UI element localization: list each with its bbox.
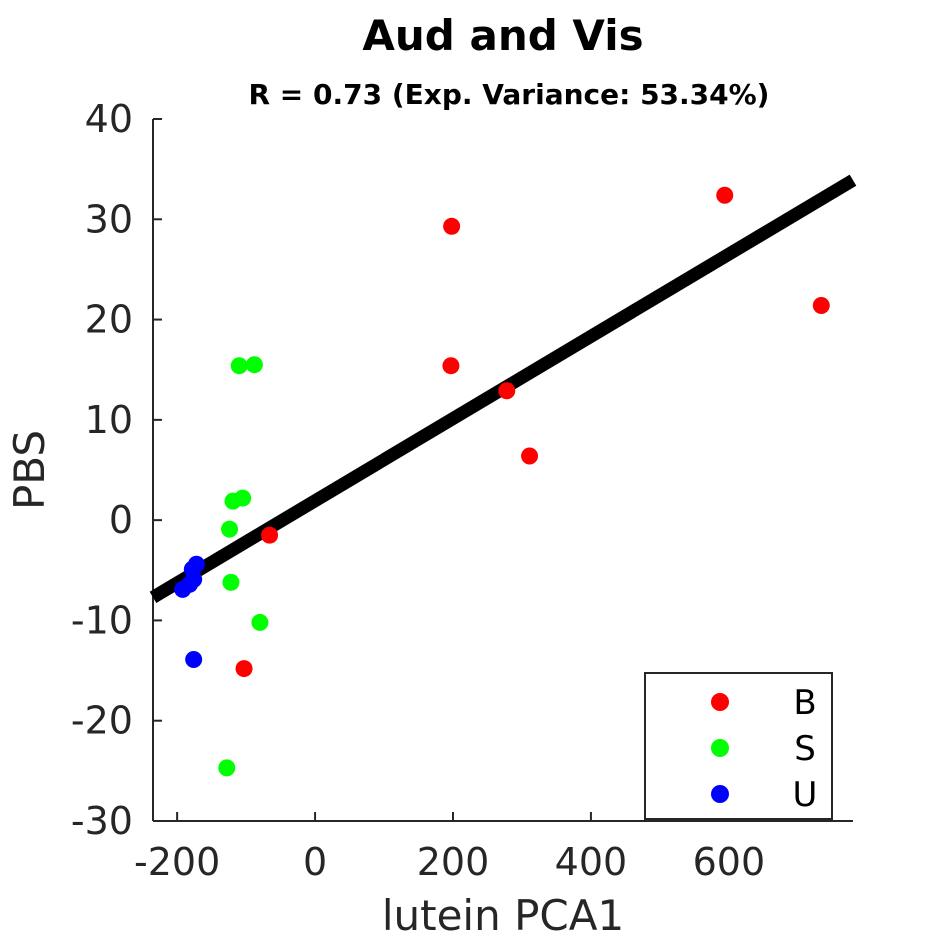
y-tick-label: 40 bbox=[85, 97, 133, 141]
legend-label-s: S bbox=[794, 729, 816, 769]
x-axis-label: lutein PCA1 bbox=[382, 891, 624, 940]
data-point-u bbox=[174, 580, 192, 598]
y-tick-label: 30 bbox=[85, 197, 133, 241]
data-point-b bbox=[235, 660, 253, 678]
legend-label-u: U bbox=[793, 775, 818, 815]
y-tick-label: -10 bbox=[71, 598, 133, 642]
legend: BSU bbox=[644, 672, 833, 820]
x-tick-label: -200 bbox=[134, 840, 220, 884]
data-point-u bbox=[185, 651, 203, 669]
data-points bbox=[174, 186, 830, 777]
data-point-s bbox=[234, 489, 252, 507]
data-point-s bbox=[245, 356, 263, 374]
x-tick-label: 200 bbox=[417, 840, 490, 884]
y-tick-label: 0 bbox=[109, 498, 133, 542]
x-tick-label: 400 bbox=[555, 840, 628, 884]
data-point-s bbox=[221, 520, 239, 538]
data-point-s bbox=[230, 357, 248, 375]
data-point-b bbox=[716, 186, 734, 204]
data-point-b bbox=[521, 447, 539, 465]
x-tick-label: 600 bbox=[693, 840, 766, 884]
data-point-b bbox=[812, 297, 830, 315]
data-point-b bbox=[261, 526, 279, 544]
y-axis-label: PBS bbox=[5, 430, 54, 510]
data-point-s bbox=[251, 613, 269, 631]
y-tick-label: 20 bbox=[85, 298, 133, 342]
data-point-s bbox=[222, 573, 240, 591]
data-point-b bbox=[442, 357, 460, 375]
data-point-s bbox=[218, 759, 236, 777]
data-point-b bbox=[498, 382, 516, 400]
legend-marker-b bbox=[711, 693, 729, 711]
legend-marker-s bbox=[711, 739, 729, 757]
legend-label-b: B bbox=[793, 683, 816, 723]
y-tick-label: 10 bbox=[85, 398, 133, 442]
y-tick-label: -30 bbox=[71, 799, 133, 843]
legend-marker-u bbox=[711, 785, 729, 803]
chart-title: Aud and Vis bbox=[362, 11, 643, 60]
axes: -30 -20 -10 0 10 20 30 40 -200 0 200 400 600 bbox=[71, 97, 853, 884]
x-tick-label: 0 bbox=[303, 840, 327, 884]
data-point-b bbox=[443, 217, 461, 235]
y-tick-label: -20 bbox=[71, 699, 133, 743]
legend-box bbox=[644, 672, 833, 820]
chart-subtitle: R = 0.73 (Exp. Variance: 53.34%) bbox=[249, 78, 770, 111]
